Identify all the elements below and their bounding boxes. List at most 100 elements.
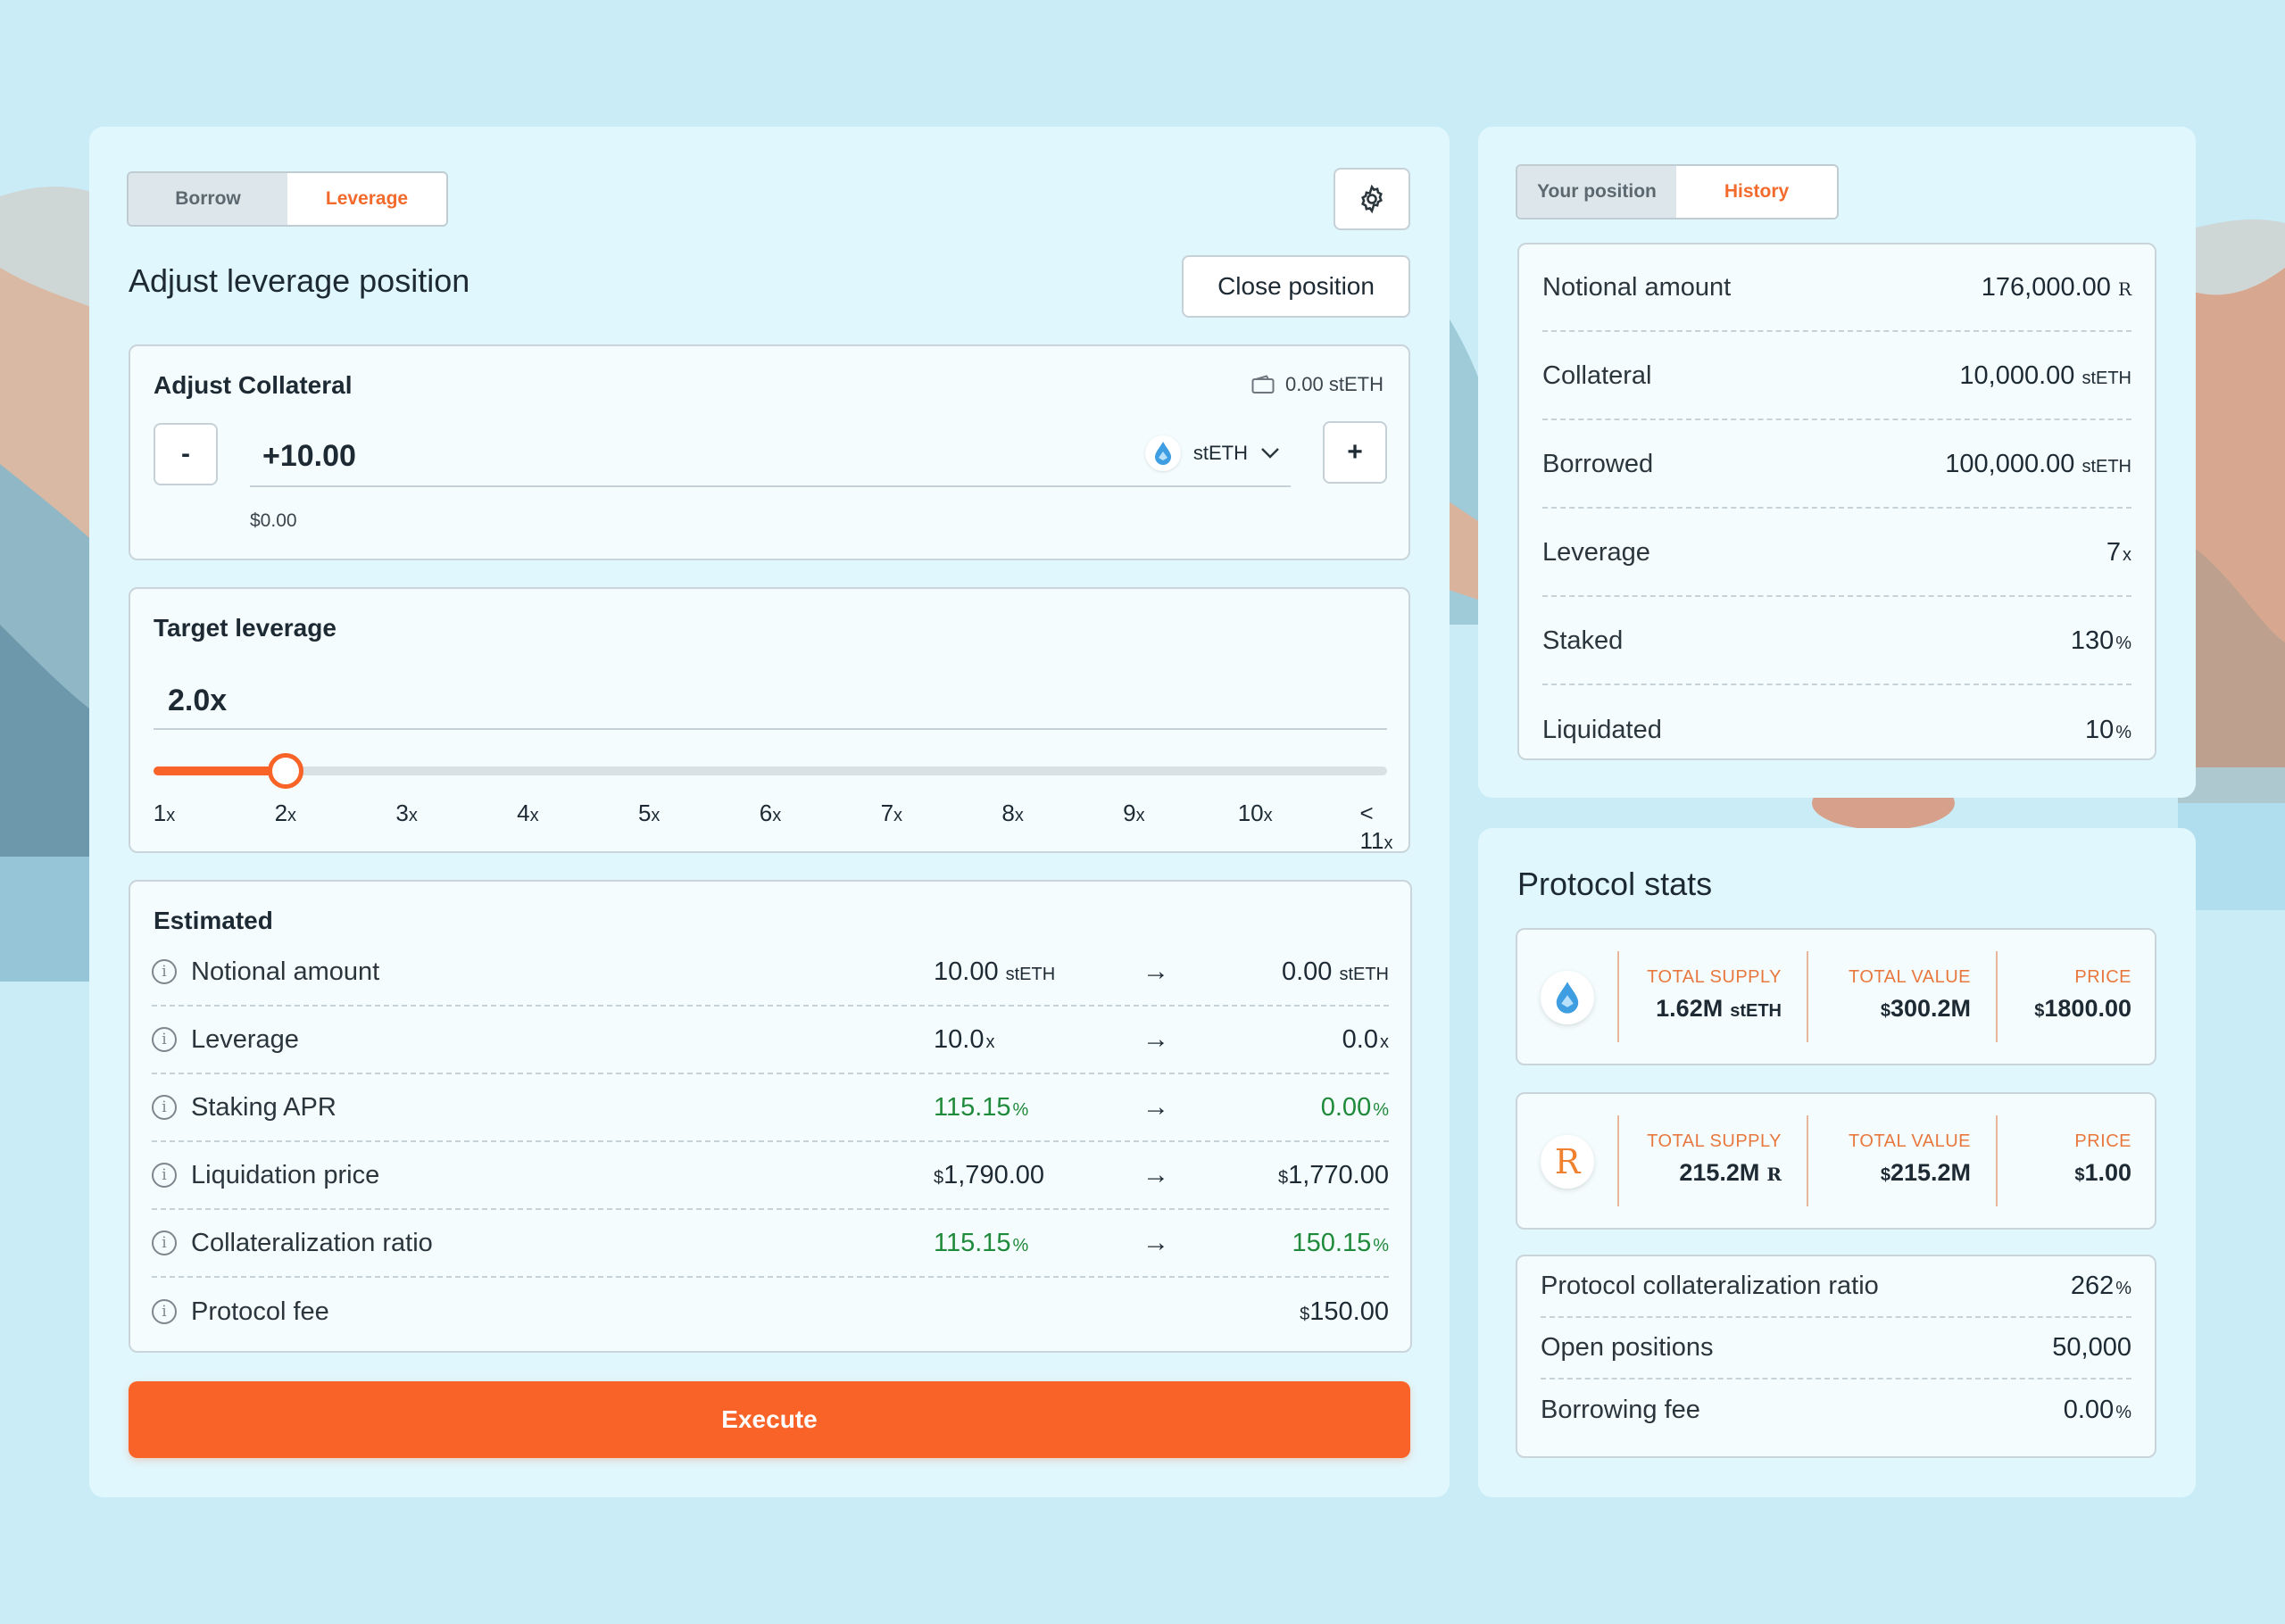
info-icon[interactable]: i [152,959,177,984]
tick-number: 4 [517,800,530,826]
leverage-slider[interactable] [154,753,1387,789]
stat-value: 215.2M R [1647,1159,1782,1187]
settings-button[interactable] [1334,168,1410,230]
metric-label: Borrowing fee [1541,1396,1700,1424]
tick-unit: x [893,806,903,825]
value-unit: % [2115,1403,2131,1422]
slider-thumb[interactable] [267,753,303,789]
value-unit: % [1373,1099,1389,1120]
estimated-from-value: 115.15% [934,1093,1028,1123]
value-number: 10,000.00 [1959,360,2075,390]
target-leverage-field[interactable]: 2.0x [154,667,1387,730]
currency-prefix: $ [1300,1304,1310,1324]
tick-number: 1 [153,800,167,826]
info-icon[interactable]: i [152,1163,177,1188]
position-panel: Your position History Notional amount 176… [1478,127,2196,798]
currency-prefix: $ [934,1167,944,1188]
value-number: 1.00 [2084,1159,2131,1186]
tick-unit: x [408,806,418,825]
estimated-row: i Liquidation price $1,790.00 → $1,770.00 [152,1142,1389,1210]
stat-label: TOTAL VALUE [1848,1131,1971,1151]
stat-cell: TOTAL VALUE $215.2M [1849,1131,1971,1187]
currency-prefix: $ [1880,1165,1890,1185]
estimated-row: i Notional amount 10.00 stETH → 0.00 stETH [152,939,1389,1007]
tick-number: 7 [880,800,894,826]
tick-unit: x [1135,806,1145,825]
value-number: 0.00 [1320,1092,1372,1122]
estimated-row-label: Staking APR [191,1092,337,1122]
value-number: 150.00 [1309,1297,1389,1326]
tick-unit: x [651,806,661,825]
position-row-value: 10% [2085,716,2131,745]
arrow-right-icon: → [1142,1160,1169,1189]
protocol-metric-row: Protocol collateralization ratio 262% [1541,1256,2131,1318]
estimated-row: i Leverage 10.0 x → 0.0 x [152,1007,1389,1074]
tick-number: 10 [1237,800,1264,826]
value-unit: stETH [2081,456,2131,476]
arrow-right-icon: → [1142,1228,1169,1257]
value-number: 10.00 [934,957,999,986]
estimated-card: Estimated i Notional amount 10.00 stETH → 0.0… [129,880,1412,1353]
estimated-to-value: 0.0 x [1342,1025,1389,1055]
value-number: 1,770.00 [1288,1160,1389,1189]
tab-your-position[interactable]: Your position [1517,166,1676,218]
value-unit: x [985,1032,995,1052]
increase-collateral-button[interactable]: + [1323,421,1387,484]
estimated-row-label: Notional amount [191,957,380,986]
value-number: 10.0 [934,1024,985,1054]
position-row: Liquidated 10% [1542,686,2131,758]
info-icon[interactable]: i [152,1095,177,1120]
close-position-button[interactable]: Close position [1182,255,1410,318]
tick-number: 3 [395,800,409,826]
tick-number: 2 [274,800,288,826]
tick-unit: x [287,806,297,825]
info-icon[interactable]: i [152,1230,177,1255]
estimated-row: i Protocol fee $150.00 [152,1278,1389,1346]
token-selector[interactable]: stETH [1144,435,1280,471]
info-icon[interactable]: i [152,1027,177,1052]
position-row-label: Staked [1542,626,1624,655]
value-unit: x [1380,1032,1389,1052]
tick-unit: x [1263,806,1273,825]
tab-history[interactable]: History [1676,166,1837,218]
decrease-collateral-button[interactable]: - [154,423,218,485]
protocol-metric-row: Open positions 50,000 [1541,1318,2131,1380]
chevron-down-icon [1261,448,1279,459]
estimated-from-value: $1,790.00 [934,1161,1044,1190]
target-leverage-title: Target leverage [154,614,337,642]
slider-tick: 5x [638,800,660,827]
value-number: 1.62M [1656,995,1724,1022]
stat-value: $1.00 [2074,1159,2131,1187]
position-row: Notional amount 176,000.00 R [1542,244,2131,332]
estimated-to-value: 0.00% [1321,1093,1389,1123]
tab-borrow[interactable]: Borrow [129,173,287,225]
info-icon[interactable]: i [152,1299,177,1324]
protocol-stats-panel: Protocol stats TOTAL SUPPLY 1.62M stETH TOT… [1478,828,2196,1497]
currency-prefix: $ [1880,1001,1890,1021]
tab-leverage[interactable]: Leverage [287,173,446,225]
value-number: 215.2M [1890,1159,1971,1186]
slider-tick: < 11x [1360,800,1393,855]
estimated-to-value: 0.00 stETH [1282,957,1389,987]
position-row-value: 10,000.00 stETH [1959,361,2131,391]
r-token-icon: R [1541,1135,1594,1189]
collateral-amount-input[interactable]: +10.00 stETH [250,423,1291,487]
stat-label: TOTAL SUPPLY [1647,967,1782,987]
estimated-row-label: Liquidation price [191,1160,380,1189]
value-number: 1,790.00 [943,1160,1045,1189]
execute-button[interactable]: Execute [129,1381,1410,1458]
divider [1996,951,1998,1042]
slider-tick: 10x [1238,800,1273,827]
estimated-to-value: $1,770.00 [1278,1161,1389,1190]
slider-fill [154,766,286,775]
tick-number: 5 [637,800,652,826]
value-unit: stETH [1339,964,1389,984]
position-details-card: Notional amount 176,000.00 R Collateral 10,0… [1517,243,2156,760]
metric-value: 262% [2071,1272,2131,1301]
position-row-label: Liquidated [1542,715,1662,744]
estimated-from-value: 10.0 x [934,1025,994,1055]
protocol-metric-row: Borrowing fee 0.00% [1541,1380,2131,1441]
stat-label: TOTAL SUPPLY [1647,1131,1782,1151]
plus-label: + [1347,437,1363,467]
